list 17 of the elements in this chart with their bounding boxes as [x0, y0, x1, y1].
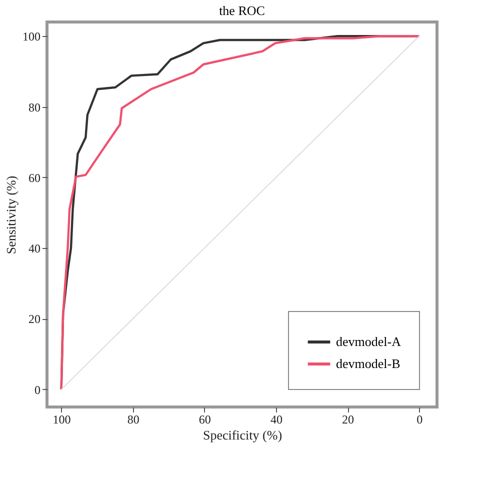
y-tick-label: 40 [28, 242, 40, 256]
y-tick-label: 0 [34, 382, 40, 397]
y-tick-label: 100 [22, 30, 40, 44]
x-tick-label: 100 [52, 412, 71, 426]
x-axis-title: Specificity (%) [202, 428, 282, 442]
x-tick-label: 80 [127, 412, 140, 426]
y-tick-label: 80 [28, 100, 40, 114]
x-tick-label: 20 [342, 412, 354, 426]
y-tick-label: 20 [28, 312, 40, 326]
legend-label: devmodel-A [336, 334, 402, 349]
chart-title: the ROC [219, 3, 265, 18]
y-tick-label: 60 [28, 170, 40, 185]
x-tick-label: 40 [270, 412, 282, 426]
y-axis-title: Sensitivity (%) [4, 176, 18, 254]
x-tick-label: 0 [416, 412, 423, 426]
legend-label: devmodel-B [336, 356, 401, 371]
x-tick-label: 60 [198, 412, 211, 426]
